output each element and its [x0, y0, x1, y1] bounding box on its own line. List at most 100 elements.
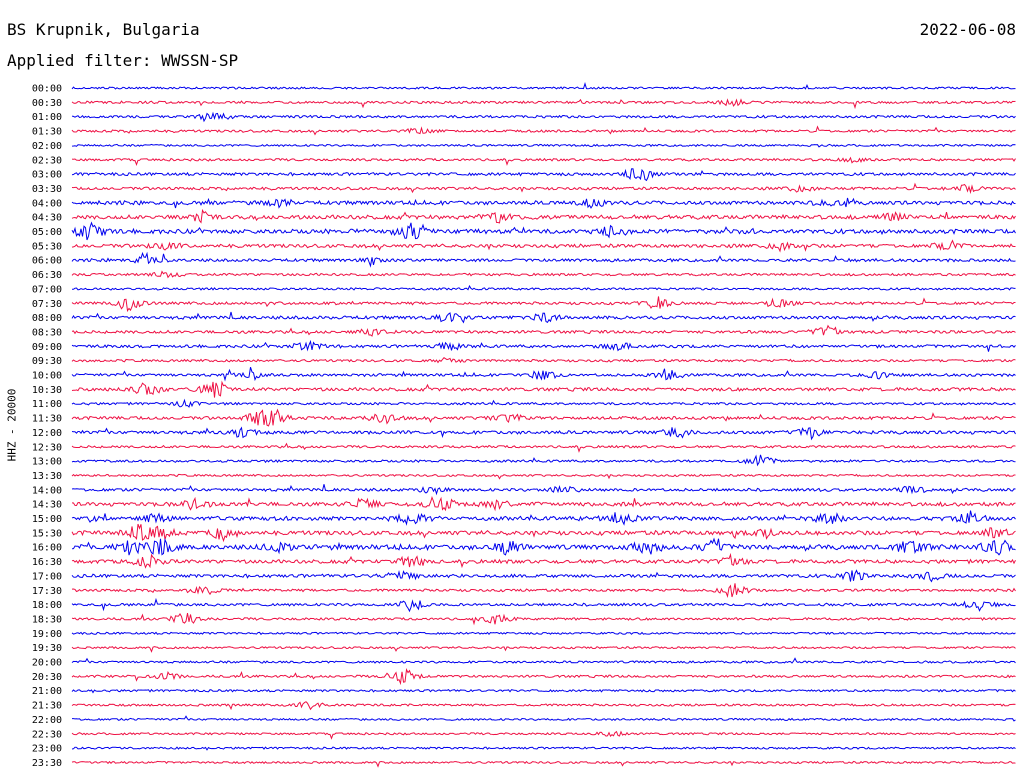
trace-2030 — [71, 667, 1016, 686]
time-tick-0930: 09:30 — [32, 356, 62, 367]
time-tick-2200: 22:00 — [32, 715, 62, 726]
time-tick-1230: 12:30 — [32, 442, 62, 453]
time-tick-0030: 00:30 — [32, 98, 62, 109]
trace-1930 — [71, 645, 1016, 653]
time-tick-0330: 03:30 — [32, 184, 62, 195]
time-tick-1000: 10:00 — [32, 371, 62, 382]
time-tick-1430: 14:30 — [32, 500, 62, 511]
time-tick-0530: 05:30 — [32, 241, 62, 252]
time-tick-1330: 13:30 — [32, 471, 62, 482]
trace-1830 — [71, 612, 1016, 626]
time-tick-0900: 09:00 — [32, 342, 62, 353]
time-tick-1800: 18:00 — [32, 600, 62, 611]
time-tick-2300: 23:00 — [32, 744, 62, 755]
time-tick-1130: 11:30 — [32, 414, 62, 425]
time-tick-1700: 17:00 — [32, 571, 62, 582]
trace-2000 — [71, 657, 1016, 664]
time-tick-0430: 04:30 — [32, 213, 62, 224]
trace-1230 — [71, 442, 1016, 453]
filter-label: Applied filter: WWSSN-SP — [7, 51, 239, 70]
time-tick-2230: 22:30 — [32, 729, 62, 740]
trace-0530 — [71, 239, 1016, 253]
time-tick-1300: 13:00 — [32, 457, 62, 468]
trace-2100 — [71, 688, 1016, 694]
time-tick-0200: 02:00 — [32, 141, 62, 152]
time-tick-1600: 16:00 — [32, 543, 62, 554]
trace-1200 — [71, 426, 1016, 441]
trace-0000 — [71, 82, 1016, 90]
time-tick-0130: 01:30 — [32, 127, 62, 138]
trace-0630 — [71, 270, 1016, 279]
time-tick-1200: 12:00 — [32, 428, 62, 439]
trace-0300 — [71, 168, 1016, 182]
trace-0700 — [71, 284, 1016, 291]
trace-1900 — [71, 631, 1016, 636]
station-title: BS Krupnik, Bulgaria — [7, 20, 200, 39]
time-tick-2030: 20:30 — [32, 672, 62, 683]
time-tick-1730: 17:30 — [32, 586, 62, 597]
trace-0800 — [71, 311, 1016, 324]
trace-1030 — [71, 380, 1016, 398]
time-tick-0100: 01:00 — [32, 112, 62, 123]
time-tick-1930: 19:30 — [32, 643, 62, 654]
trace-0230 — [71, 156, 1016, 166]
trace-1630 — [71, 552, 1016, 569]
trace-1130 — [71, 408, 1016, 427]
time-tick-1500: 15:00 — [32, 514, 62, 525]
time-tick-0000: 00:00 — [32, 84, 62, 95]
time-tick-2130: 21:30 — [32, 701, 62, 712]
trace-0900 — [71, 339, 1016, 352]
time-tick-1100: 11:00 — [32, 399, 62, 410]
trace-2200 — [71, 715, 1016, 722]
trace-0030 — [71, 98, 1016, 110]
time-tick-2330: 23:30 — [32, 758, 62, 769]
trace-0830 — [71, 324, 1016, 337]
trace-0930 — [71, 357, 1016, 364]
time-tick-1900: 19:00 — [32, 629, 62, 640]
time-tick-0230: 02:30 — [32, 155, 62, 166]
trace-0600 — [71, 251, 1016, 268]
trace-1730 — [71, 583, 1016, 598]
trace-0130 — [71, 125, 1016, 136]
date-label: 2022-06-08 — [919, 20, 1016, 39]
trace-0400 — [71, 197, 1016, 209]
time-tick-labels: 00:00 00:30 01:00 01:30 02:00 02:30 03:00 03:30… — [32, 84, 62, 769]
trace-1530 — [71, 523, 1016, 543]
trace-0430 — [71, 208, 1016, 224]
time-tick-1830: 18:30 — [32, 614, 62, 625]
time-tick-0300: 03:00 — [32, 170, 62, 181]
time-tick-1030: 10:30 — [32, 385, 62, 396]
trace-1800 — [71, 597, 1016, 613]
trace-1000 — [71, 367, 1016, 382]
trace-1330 — [71, 473, 1016, 480]
trace-1400 — [71, 484, 1016, 496]
time-tick-0630: 06:30 — [32, 270, 62, 281]
time-tick-1400: 14:00 — [32, 485, 62, 496]
time-tick-0600: 06:00 — [32, 256, 62, 267]
trace-0500 — [71, 221, 1016, 241]
time-tick-0730: 07:30 — [32, 299, 62, 310]
trace-2130 — [71, 701, 1016, 711]
time-tick-1530: 15:30 — [32, 528, 62, 539]
trace-0330 — [71, 182, 1016, 195]
time-tick-1630: 16:30 — [32, 557, 62, 568]
trace-0200 — [71, 143, 1016, 148]
trace-1430 — [71, 495, 1016, 512]
trace-1700 — [71, 569, 1016, 583]
trace-2230 — [71, 730, 1016, 740]
time-tick-0830: 08:30 — [32, 327, 62, 338]
time-tick-0400: 04:00 — [32, 198, 62, 209]
trace-2330 — [71, 760, 1016, 768]
time-tick-0700: 07:00 — [32, 284, 62, 295]
trace-1100 — [71, 398, 1016, 408]
trace-2300 — [71, 746, 1016, 751]
trace-1600 — [71, 537, 1016, 556]
seismic-traces — [71, 82, 1016, 768]
time-tick-0500: 05:00 — [32, 227, 62, 238]
time-tick-2000: 20:00 — [32, 658, 62, 669]
trace-1500 — [71, 510, 1016, 526]
time-tick-2100: 21:00 — [32, 686, 62, 697]
trace-0100 — [71, 111, 1016, 123]
time-tick-0800: 08:00 — [32, 313, 62, 324]
